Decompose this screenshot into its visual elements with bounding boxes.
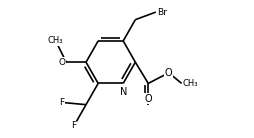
Text: CH₃: CH₃ (182, 79, 198, 88)
Text: CH₃: CH₃ (48, 36, 64, 45)
Text: O: O (165, 68, 172, 78)
Text: Br: Br (157, 8, 167, 17)
Text: N: N (120, 87, 127, 97)
Text: O: O (58, 58, 66, 67)
Text: F: F (59, 98, 64, 107)
Text: O: O (145, 94, 152, 104)
Text: F: F (71, 121, 76, 130)
